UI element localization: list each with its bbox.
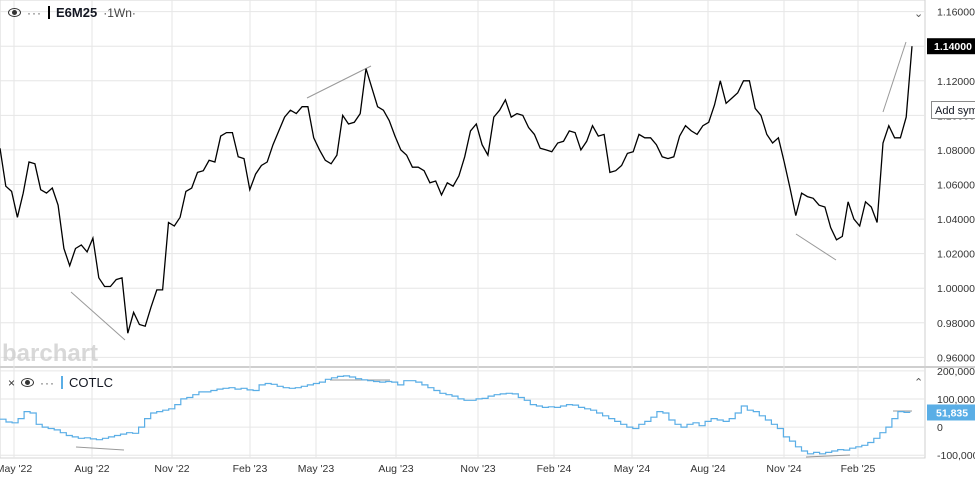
cot-label[interactable]: COTLC bbox=[69, 375, 114, 390]
sub-legend: × ··· COTLC bbox=[8, 375, 113, 390]
cot-badge: 51,835 bbox=[936, 407, 968, 419]
cot-tick-label: 200,000 bbox=[937, 366, 975, 378]
trendlines[interactable] bbox=[70, 41, 912, 458]
time-axis[interactable]: May '22 Aug '22 Nov '22 Feb '23 May '23 Aug '… bbox=[0, 463, 876, 475]
more-icon[interactable]: ··· bbox=[27, 5, 42, 20]
interval-label[interactable]: ·1Wn· bbox=[103, 5, 136, 20]
price-tick-label: 1.08000 bbox=[937, 145, 975, 157]
chevron-down-icon[interactable]: ⌄ bbox=[914, 8, 924, 20]
cot-tick-label: 0 bbox=[937, 422, 943, 434]
price-badge-bg bbox=[927, 38, 975, 55]
more-icon[interactable]: ··· bbox=[40, 375, 56, 390]
watermark: barchart bbox=[2, 340, 98, 367]
price-tick-label: 0.98000 bbox=[937, 318, 975, 330]
price-tick-label: 1.16000 bbox=[937, 7, 975, 19]
cot-swatch bbox=[61, 376, 64, 389]
add-symbol-input[interactable]: Add symbol bbox=[931, 101, 975, 119]
cot-tick-label: -100,000 bbox=[937, 450, 975, 462]
price-trendline[interactable] bbox=[70, 291, 126, 341]
time-tick-label: Feb '23 bbox=[233, 463, 268, 475]
cot-trendline[interactable] bbox=[75, 446, 125, 451]
time-tick-label: May '24 bbox=[614, 463, 651, 475]
cot-series-line[interactable] bbox=[0, 375, 911, 455]
grid bbox=[0, 0, 975, 459]
chevron-up-icon[interactable]: ⌃ bbox=[914, 377, 924, 389]
time-tick-label: Aug '23 bbox=[378, 463, 413, 475]
time-tick-label: Nov '23 bbox=[460, 463, 495, 475]
price-tick-label: 1.00000 bbox=[937, 283, 975, 295]
eye-icon[interactable] bbox=[21, 378, 35, 387]
time-tick-label: Feb '25 bbox=[841, 463, 876, 475]
price-tick-label: 1.04000 bbox=[937, 214, 975, 226]
cot-badge-bg bbox=[927, 404, 975, 421]
cot-tick-label: 100,000 bbox=[937, 394, 975, 406]
price-tick-label: 1.06000 bbox=[937, 180, 975, 192]
price-trendline[interactable] bbox=[795, 233, 837, 261]
price-tick-label: 1.02000 bbox=[937, 249, 975, 261]
cot-trendline[interactable] bbox=[805, 454, 851, 458]
eye-icon[interactable] bbox=[8, 8, 21, 17]
time-tick-label: Nov '24 bbox=[766, 463, 801, 475]
time-tick-label: Aug '24 bbox=[690, 463, 725, 475]
badges: 1.14000 51,835 bbox=[927, 38, 975, 421]
cot-axis[interactable]: 200,000 100,000 0 -100,000 bbox=[937, 366, 975, 462]
symbol-label[interactable]: E6M25 bbox=[56, 5, 98, 20]
price-axis[interactable]: 1.160001.140001.120001.100001.080001.060… bbox=[937, 7, 975, 365]
time-tick-label: Feb '24 bbox=[537, 463, 572, 475]
price-trendline[interactable] bbox=[882, 41, 907, 113]
time-tick-label: May '23 bbox=[298, 463, 335, 475]
price-badge: 1.14000 bbox=[934, 41, 972, 53]
price-swatch bbox=[48, 6, 50, 19]
price-trendline[interactable] bbox=[306, 65, 372, 99]
time-tick-label: Nov '22 bbox=[154, 463, 189, 475]
price-series-line[interactable] bbox=[0, 46, 913, 334]
close-icon[interactable]: × bbox=[8, 375, 16, 390]
time-tick-label: May '22 bbox=[0, 463, 32, 475]
main-legend: ··· E6M25 ·1Wn· bbox=[8, 5, 136, 20]
time-tick-label: Aug '22 bbox=[74, 463, 109, 475]
price-tick-label: 1.12000 bbox=[937, 76, 975, 88]
price-tick-label: 0.96000 bbox=[937, 352, 975, 364]
